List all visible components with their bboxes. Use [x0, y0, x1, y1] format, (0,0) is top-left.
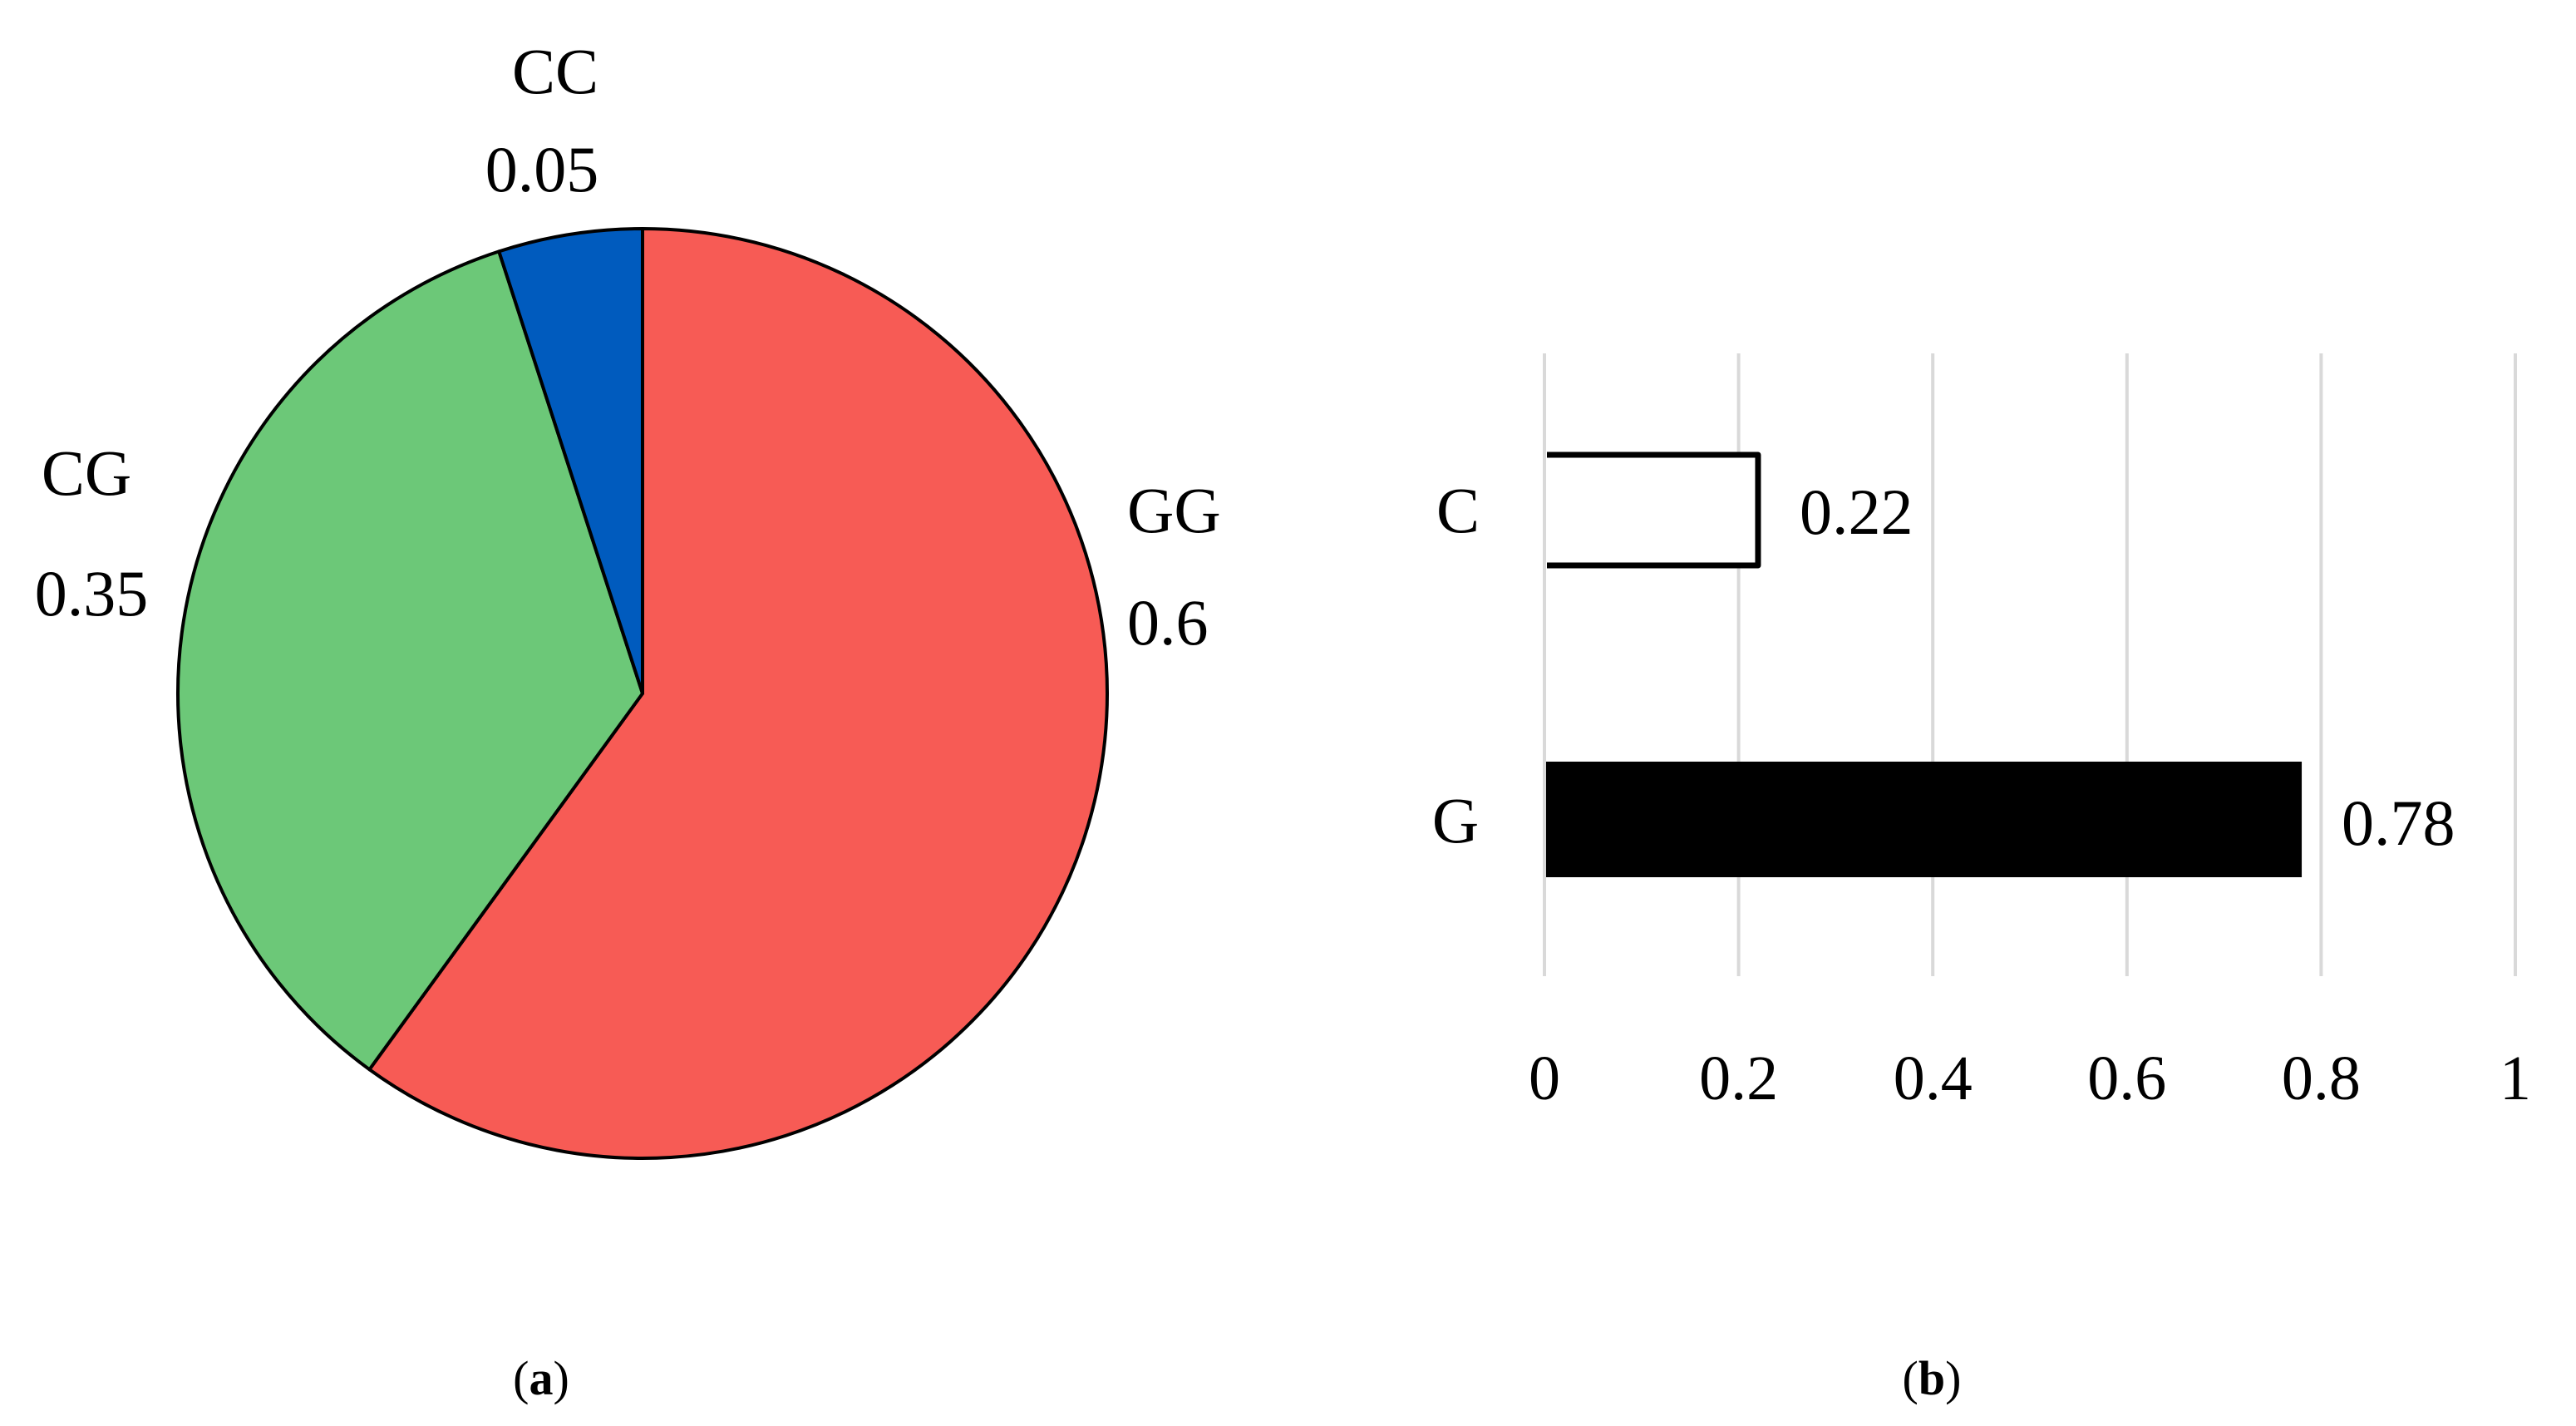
bar-value-label-c: 0.22 [1800, 476, 1914, 548]
pie-label-gg-category: GG [1127, 474, 1221, 546]
x-tick-label: 0.6 [2087, 1044, 2166, 1113]
x-tick-label: 1 [2500, 1044, 2531, 1113]
x-tick-label: 0.2 [1699, 1044, 1778, 1113]
pie-label-cg-category: CG [42, 437, 131, 509]
category-label-c: C [1436, 474, 1480, 546]
bar-c-fill [1547, 455, 1758, 565]
category-label-g: G [1432, 784, 1479, 856]
gridlines [1543, 353, 2517, 976]
pie-label-cc-value: 0.05 [485, 133, 599, 205]
caption-panel-a: (a) [513, 1351, 569, 1405]
x-tick-label: 0.4 [1894, 1044, 1973, 1113]
bar-c [1547, 451, 1761, 569]
pie-slice-cg [176, 249, 644, 1072]
pie-label-gg-value: 0.6 [1127, 586, 1209, 659]
bar-value-label-g: 0.78 [2342, 787, 2455, 859]
pie-slice-gg [367, 227, 1109, 1160]
bar-c-outline [1547, 451, 1761, 569]
pie-label-cc-category: CC [512, 35, 598, 107]
bar-chart-panel-b: C G 0.22 0.78 0 0.2 0.4 0.6 0.8 1 (b) [1432, 353, 2531, 1405]
x-tick-label: 0.8 [2282, 1044, 2361, 1113]
x-tick-label: 0 [1529, 1044, 1560, 1113]
bar-g [1546, 762, 2303, 877]
caption-panel-b: (b) [1903, 1351, 1962, 1405]
pie-chart-panel-a: CC 0.05 CG 0.35 GG 0.6 (a) [35, 35, 1221, 1405]
x-axis-ticks: 0 0.2 0.4 0.6 0.8 1 [1529, 1044, 2531, 1113]
pie-label-cg-value: 0.35 [35, 557, 149, 629]
pie-slices [176, 227, 1109, 1160]
pie-slice-cc [497, 227, 644, 695]
